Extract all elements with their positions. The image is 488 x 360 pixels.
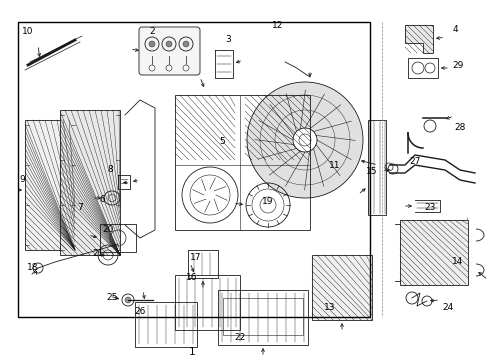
Text: 29: 29: [451, 60, 463, 69]
Text: 14: 14: [451, 257, 463, 266]
Text: 8: 8: [107, 166, 113, 175]
Polygon shape: [404, 25, 432, 53]
Text: 13: 13: [324, 303, 335, 312]
Text: 10: 10: [22, 27, 34, 36]
Bar: [135, 302, 197, 347]
Circle shape: [292, 128, 316, 152]
Circle shape: [183, 41, 189, 47]
Text: 11: 11: [328, 161, 340, 170]
Bar: [407, 58, 437, 78]
Bar: [399, 220, 467, 285]
Bar: [100, 224, 136, 252]
Text: 5: 5: [219, 138, 224, 147]
Bar: [311, 255, 371, 320]
Bar: [367, 120, 385, 215]
Text: 27: 27: [408, 158, 420, 166]
Text: 25: 25: [106, 293, 118, 302]
Text: 12: 12: [272, 21, 283, 30]
Text: 21: 21: [92, 248, 103, 257]
Circle shape: [246, 82, 362, 198]
Circle shape: [165, 41, 172, 47]
Text: 2: 2: [149, 27, 155, 36]
Text: 22: 22: [234, 333, 245, 342]
Circle shape: [149, 41, 155, 47]
Text: 6: 6: [99, 195, 104, 204]
Bar: [175, 275, 240, 330]
Text: 20: 20: [102, 225, 113, 234]
Text: 19: 19: [262, 198, 273, 207]
Text: 16: 16: [186, 274, 197, 283]
Text: 3: 3: [224, 36, 230, 45]
Bar: [18, 22, 369, 317]
Text: 1: 1: [188, 347, 195, 357]
Circle shape: [125, 297, 131, 303]
FancyBboxPatch shape: [139, 27, 200, 75]
Text: 17: 17: [190, 253, 202, 262]
Bar: [175, 95, 309, 230]
Bar: [218, 290, 307, 345]
Bar: [60, 110, 120, 255]
Text: 15: 15: [366, 167, 377, 176]
Text: 18: 18: [27, 264, 39, 273]
Text: 4: 4: [451, 26, 457, 35]
Text: 28: 28: [453, 123, 465, 132]
Text: 26: 26: [134, 307, 145, 316]
Text: 7: 7: [77, 203, 82, 212]
Bar: [25, 120, 75, 250]
Text: 23: 23: [424, 203, 435, 212]
Text: 24: 24: [442, 303, 453, 312]
Bar: [223, 298, 303, 335]
Text: 9: 9: [19, 175, 25, 184]
